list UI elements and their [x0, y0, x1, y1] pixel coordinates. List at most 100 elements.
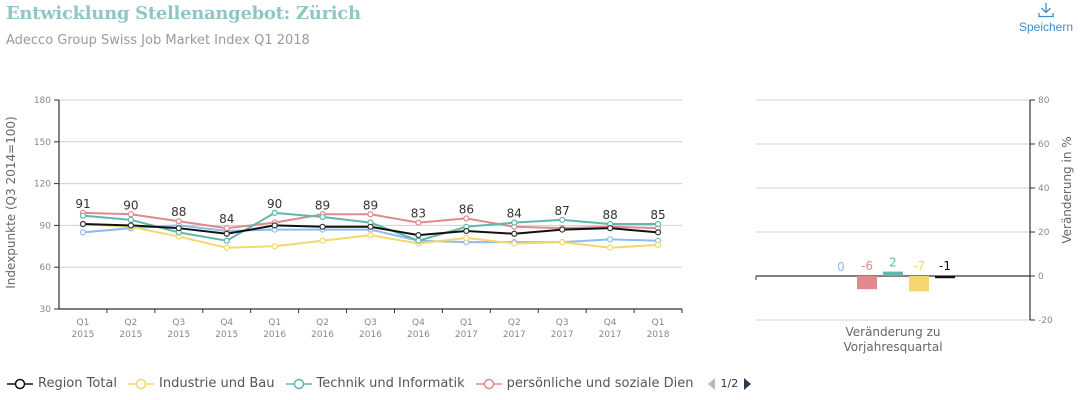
- legend-page-indicator: 1/2: [720, 377, 739, 390]
- data-point: [127, 222, 134, 229]
- data-label: 91: [75, 197, 90, 211]
- x-tick-label-year: 2015: [167, 330, 190, 340]
- data-point: [654, 229, 662, 236]
- data-point: [223, 230, 230, 237]
- data-point: [223, 244, 230, 251]
- line-chart: 30 60 90 120 150 180 Q1 2015 Q2 2015 Q3 2015 Q4 2015 Q…: [4, 96, 683, 340]
- y-tick-label: 120: [34, 180, 51, 190]
- legend-label: Industrie und Bau: [159, 376, 275, 391]
- x-tick-label-quarter: Q4: [412, 318, 425, 328]
- bar: [935, 276, 955, 279]
- bar-chart: -20 0 20 40 60 80 0 -6 2 -7 -1 Veränderung zuVorjah…: [755, 96, 1074, 354]
- data-point: [559, 239, 566, 246]
- x-tick-label-year: 2015: [119, 330, 142, 340]
- data-point: [175, 218, 182, 225]
- bar: [857, 276, 877, 290]
- x-axis-title: Veränderung zu: [845, 325, 940, 339]
- x-tick-label-year: 2016: [311, 330, 334, 340]
- legend-item[interactable]: Technik und Informatik: [285, 376, 465, 391]
- legend-pager: 1/2: [706, 377, 754, 391]
- x-tick-label-year: 2018: [647, 330, 670, 340]
- data-point: [607, 244, 614, 251]
- triangle-right-icon[interactable]: [741, 377, 753, 391]
- y-tick-label: 150: [34, 138, 51, 148]
- legend-item[interactable]: persönliche und soziale Dien: [475, 376, 694, 391]
- data-point: [463, 215, 470, 222]
- x-tick-label-year: 2016: [407, 330, 430, 340]
- data-point: [127, 216, 134, 223]
- y-tick-label: 20: [1038, 228, 1050, 238]
- bar-label: -6: [861, 259, 873, 273]
- data-point: [271, 222, 278, 229]
- data-label: 88: [171, 205, 186, 219]
- bar-label: 0: [837, 260, 845, 274]
- x-tick-label-quarter: Q3: [172, 318, 185, 328]
- data-point: [367, 232, 374, 239]
- data-label: 84: [219, 212, 234, 226]
- data-label: 83: [411, 207, 426, 221]
- legend-item[interactable]: Region Total: [6, 376, 117, 391]
- x-tick-label-year: 2017: [455, 330, 478, 340]
- data-point: [511, 240, 518, 247]
- x-tick-label-year: 2017: [599, 330, 622, 340]
- data-point: [654, 241, 662, 249]
- data-point: [79, 229, 87, 236]
- x-tick-label-year: 2016: [359, 330, 382, 340]
- legend-line-circle-icon: [285, 378, 312, 389]
- y-tick-label: 180: [34, 96, 51, 106]
- data-label: 85: [650, 208, 665, 222]
- legend-line-circle-icon: [128, 378, 154, 389]
- bar: [909, 276, 929, 292]
- data-point: [654, 220, 662, 228]
- data-point: [271, 243, 278, 250]
- data-point: [79, 220, 87, 228]
- y-tick-label: 90: [40, 221, 52, 231]
- x-tick-label-quarter: Q4: [604, 318, 617, 328]
- data-point: [463, 234, 470, 242]
- data-point: [319, 213, 326, 221]
- legend-line-circle-icon: [475, 378, 502, 389]
- x-tick-label-quarter: Q2: [508, 318, 521, 328]
- bar-label: -7: [913, 259, 925, 273]
- legend: Region Total Industrie und Bau Technik und…: [6, 376, 753, 391]
- legend-item[interactable]: Industrie und Bau: [127, 376, 275, 391]
- y-tick-label: 30: [40, 305, 52, 315]
- data-point: [367, 211, 374, 218]
- data-point: [415, 219, 422, 226]
- data-point: [607, 225, 614, 232]
- bar-label: -1: [939, 259, 951, 273]
- triangle-left-icon[interactable]: [706, 377, 718, 391]
- chart-title: Entwicklung Stellenangebot: Zürich: [6, 3, 361, 24]
- legend-label: Technik und Informatik: [316, 376, 465, 391]
- data-point: [319, 237, 326, 244]
- y-axis-title: Indexpunkte (Q3 2014=100): [4, 116, 18, 288]
- legend-line-circle-icon: [7, 378, 33, 389]
- y-tick-label: 60: [1038, 140, 1050, 150]
- x-tick-label-year: 2016: [263, 330, 286, 340]
- x-tick-label-quarter: Q3: [556, 318, 569, 328]
- data-label: 84: [507, 207, 522, 221]
- x-tick-label-year: 2015: [215, 330, 238, 340]
- x-tick-label-year: 2017: [551, 330, 574, 340]
- data-point: [223, 225, 230, 232]
- download-icon: [1038, 3, 1054, 18]
- data-point: [271, 209, 278, 216]
- data-label: 90: [123, 198, 138, 212]
- data-label: 87: [555, 204, 570, 218]
- legend-label: Region Total: [38, 376, 117, 391]
- data-point: [367, 223, 374, 230]
- x-tick-label-quarter: Q2: [316, 318, 329, 328]
- x-tick-label-quarter: Q4: [220, 318, 233, 328]
- data-point: [607, 236, 614, 243]
- data-point: [127, 211, 134, 218]
- legend-label: persönliche und soziale Dien: [506, 376, 694, 391]
- data-point: [175, 225, 182, 232]
- x-axis-title: Vorjahresquartal: [843, 340, 942, 354]
- y-tick-label: 80: [1038, 96, 1050, 106]
- data-point: [223, 237, 230, 244]
- save-button[interactable]: Speichern: [1016, 2, 1076, 34]
- data-point: [463, 227, 470, 235]
- data-label: 88: [602, 208, 617, 222]
- save-label: Speichern: [1018, 20, 1074, 34]
- data-point: [79, 212, 87, 219]
